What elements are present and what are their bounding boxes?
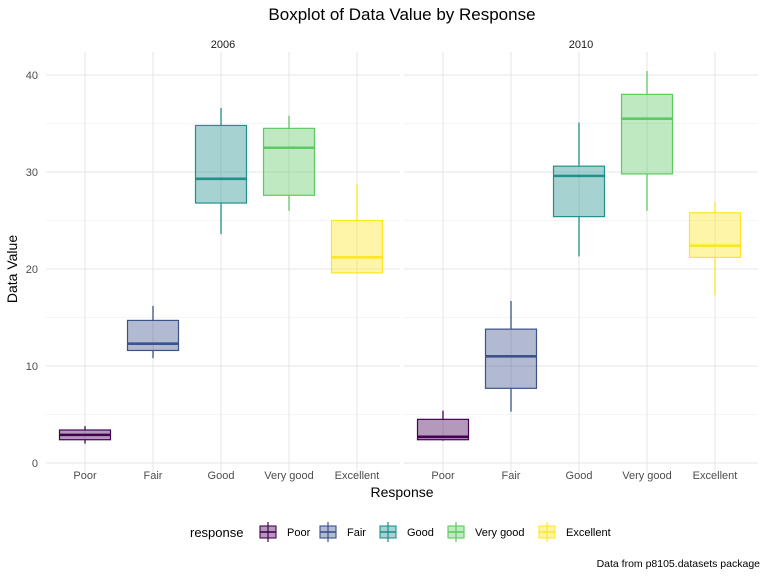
box-poor [416, 410, 470, 441]
box-good [194, 107, 248, 235]
facet-label: 2010 [569, 39, 593, 51]
y-tick-label: 30 [26, 167, 38, 179]
box-poor [58, 426, 112, 444]
x-tick-label: Excellent [335, 470, 380, 482]
y-tick-label: 20 [26, 264, 38, 276]
facet-panel-2006: 2006 0 10 20 30 40 Poor Fair Good Very good Excell… [26, 39, 400, 482]
y-tick-label: 0 [32, 458, 38, 470]
legend-item-very-good: Very good [447, 522, 525, 542]
box-fair [484, 301, 538, 412]
x-tick-label: Good [208, 470, 235, 482]
legend-label: Very good [475, 527, 525, 539]
legend-title: response [190, 525, 243, 540]
caption: Data from p8105.datasets package [597, 558, 761, 570]
facet-panel-2010: 2010 Poor Fair Good Very good Excellent [404, 39, 758, 482]
x-tick-label: Very good [622, 470, 672, 482]
box-iqr [330, 219, 384, 274]
y-axis-title: Data Value [4, 235, 20, 303]
legend-label: Excellent [566, 527, 611, 539]
legend: response Poor Fair Good Very good Excellent [190, 522, 611, 542]
x-tick-label: Poor [431, 470, 455, 482]
x-tick-label: Very good [264, 470, 314, 482]
x-tick-label: Fair [144, 470, 163, 482]
box-fair [126, 305, 180, 359]
legend-item-good: Good [379, 522, 434, 542]
chart-title: Boxplot of Data Value by Response [268, 5, 535, 24]
y-tick-label: 40 [26, 70, 38, 82]
box-iqr [416, 418, 470, 441]
legend-item-poor: Poor [259, 522, 311, 542]
box-iqr [262, 127, 316, 196]
box-very-good [620, 71, 674, 211]
box-iqr [688, 212, 742, 258]
x-tick-label: Good [566, 470, 593, 482]
x-tick-label: Excellent [693, 470, 738, 482]
x-axis-title: Response [370, 484, 433, 500]
box-excellent [688, 202, 742, 296]
y-tick-label: 10 [26, 361, 38, 373]
box-excellent [330, 183, 384, 274]
box-very-good [262, 115, 316, 211]
legend-label: Poor [287, 527, 311, 539]
box-iqr [552, 165, 606, 218]
legend-item-excellent: Excellent [538, 522, 611, 542]
legend-label: Fair [347, 527, 366, 539]
legend-label: Good [407, 527, 434, 539]
facet-label: 2006 [211, 39, 235, 51]
x-tick-label: Fair [502, 470, 521, 482]
box-iqr [126, 319, 180, 352]
box-iqr [194, 124, 248, 204]
box-iqr [484, 328, 538, 389]
box-iqr [620, 93, 674, 175]
legend-item-fair: Fair [319, 522, 366, 542]
x-tick-label: Poor [73, 470, 97, 482]
box-good [552, 122, 606, 257]
